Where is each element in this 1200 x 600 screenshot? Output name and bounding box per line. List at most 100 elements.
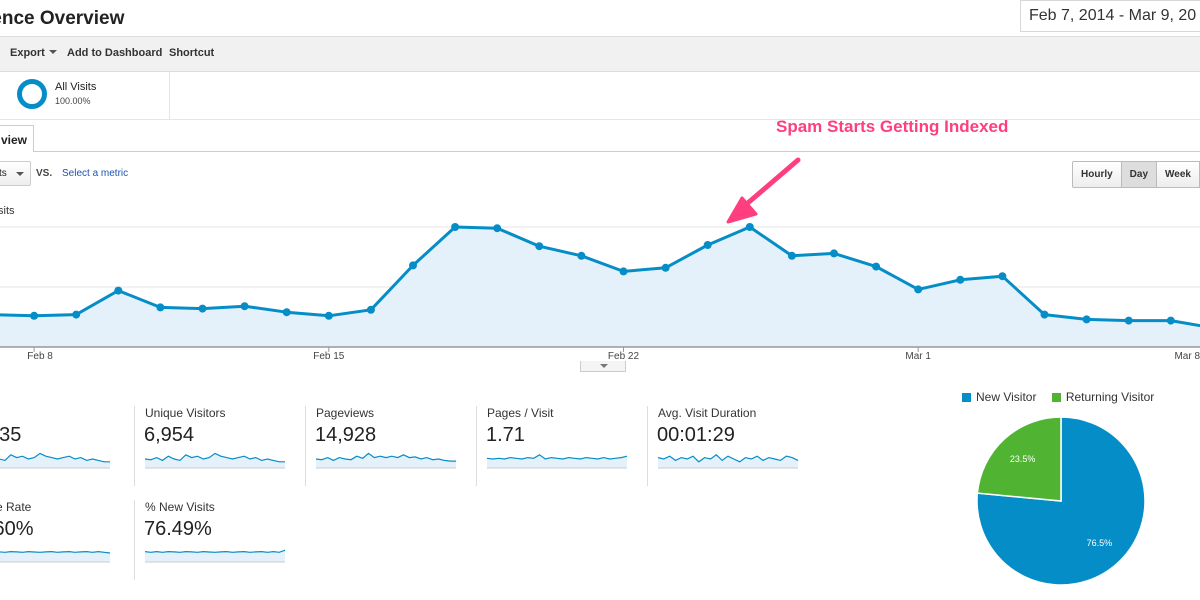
sparkline [145,452,285,469]
annotation-text: Spam Starts Getting Indexed [776,117,1009,136]
add-to-dashboard-button[interactable]: Add to Dashboard [67,47,163,59]
visits-data-point[interactable] [745,223,754,231]
scorecard-label: Pageviews [316,406,375,420]
visits-data-point[interactable] [1124,316,1133,325]
visits-data-point[interactable] [998,272,1007,281]
segment-bar: All Visits 100.00% [0,72,1200,120]
visits-data-point[interactable] [156,303,165,312]
date-range-picker[interactable]: Feb 7, 2014 - Mar 9, 20 [1020,0,1200,32]
visits-data-point[interactable] [240,302,249,311]
visits-data-point[interactable] [1166,316,1175,325]
sparkline-line [145,452,285,463]
visits-data-point[interactable] [366,305,375,314]
scorecard-label: % New Visits [145,500,215,514]
segment-percent: 100.00% [55,96,91,106]
x-tick-label: Mar 8 [1174,351,1200,360]
legend-swatch [962,392,971,402]
scorecard-label: Pages / Visit [487,406,554,420]
scorecard[interactable]: % New Visits 76.49% [134,500,304,580]
chevron-down-icon [16,172,24,176]
series-label: sits [0,205,15,217]
visits-data-point[interactable] [1082,315,1091,324]
visits-data-point[interactable] [830,249,838,258]
pie-slice-label: 23.5% [1010,454,1036,464]
x-tick-label: Mar 1 [905,351,931,360]
visits-data-point[interactable] [409,261,417,270]
sparkline-line [145,549,286,553]
legend-item-returning-visitor: Returning Visitor [1051,390,1155,404]
x-tick-label: Feb 22 [608,351,640,360]
granularity-hourly-button[interactable]: Hourly [1073,162,1122,187]
page-title: ience Overview [0,8,125,29]
sparkline-fill [658,454,798,468]
export-button[interactable]: Export [10,47,57,59]
scorecard-label: Unique Visitors [145,406,226,420]
visits-data-point[interactable] [914,285,923,294]
visits-data-point[interactable] [577,251,586,260]
visits-data-point[interactable] [703,241,712,249]
segment-all-visits[interactable]: All Visits 100.00% [0,72,170,120]
visits-line-chart: Feb 8 Feb 15 Feb 22 Mar 1 Mar 8 [0,223,1200,360]
sparkline [0,550,111,563]
legend-label: New Visitor [976,390,1037,404]
legend-item-new-visitor: New Visitor [962,390,1036,404]
sparkline-fill [0,551,110,562]
visits-data-point[interactable] [451,223,460,231]
x-tick-label: Feb 8 [27,351,53,360]
pie-legend: New Visitor Returning Visitor [962,390,1166,405]
granularity-week-button[interactable]: Week [1157,162,1200,187]
granularity-toggle: HourlyDayWeekM [1072,161,1200,188]
visits-series-line [0,225,1200,328]
visits-data-point[interactable] [282,308,291,317]
segment-ring-icon [17,79,47,109]
scorecard-value: 6,954 [144,424,195,446]
sparkline [316,452,456,469]
x-tick-label: Feb 15 [313,351,345,360]
visits-data-point[interactable] [787,251,796,260]
scorecard-value: 735 [0,424,22,446]
visits-data-point[interactable] [114,286,123,295]
tab-overview[interactable]: view [0,125,34,152]
legend-swatch [1051,392,1061,402]
scorecard[interactable]: Pages / Visit 1.71 [476,406,646,486]
chevron-down-icon [48,50,57,54]
visitor-type-pie-chart: 76.5% 23.5% [976,416,1146,586]
visits-data-point[interactable] [619,267,628,276]
legend-label: Returning Visitor [1065,390,1155,404]
visits-data-point[interactable] [535,242,544,251]
vs-label: VS. [36,168,53,179]
visits-data-point[interactable] [1040,310,1049,319]
pie-slice[interactable] [976,416,1146,586]
visits-data-point[interactable] [30,311,39,320]
chevron-down-icon [600,364,608,368]
sparkline-fill [487,454,627,468]
visits-data-point[interactable] [956,275,965,284]
scorecard[interactable]: Pageviews 14,928 [305,406,475,486]
visits-data-point[interactable] [872,262,881,271]
sparkline [0,452,110,469]
visits-data-point[interactable] [661,263,670,272]
sparkline-line [487,454,628,460]
visits-data-point[interactable] [493,224,502,233]
report-toolbar: Export Add to Dashboard Shortcut [0,36,1200,72]
chart-collapse-handle[interactable] [580,361,626,372]
visits-data-point[interactable] [72,310,81,319]
export-label: Export [10,47,45,59]
select-metric-link[interactable]: Select a metric [62,168,129,179]
sparkline [658,454,799,469]
sparkline-fill [145,453,285,468]
scorecard[interactable]: 735 [0,406,130,486]
pie-slice-label: 76.5% [1087,538,1113,548]
granularity-day-button[interactable]: Day [1121,162,1158,187]
scorecard[interactable]: Avg. Visit Duration 00:01:29 [647,406,817,486]
metric-dropdown[interactable]: ts [0,161,31,186]
pie-slice[interactable] [976,416,1062,502]
scorecard[interactable]: Unique Visitors 6,954 [134,406,304,486]
scorecard-value: 1.71 [486,424,525,446]
scorecard-label: Avg. Visit Duration [658,406,757,420]
annotation-arrow-icon [726,157,801,224]
shortcut-button[interactable]: Shortcut [169,47,215,59]
visits-data-point[interactable] [324,311,333,320]
scorecard[interactable]: ce Rate .60% [0,500,130,580]
visits-data-point[interactable] [198,304,207,313]
